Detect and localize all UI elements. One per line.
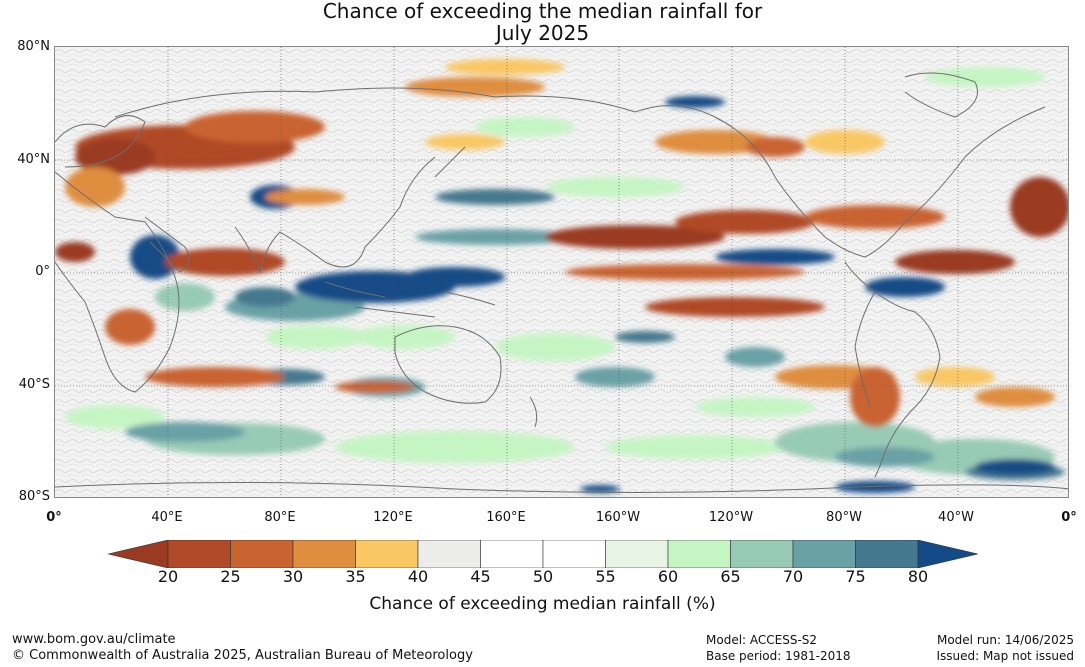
colorbar-segment	[667, 540, 731, 568]
colorbar-segment	[730, 540, 794, 568]
colorbar-segment	[542, 540, 606, 568]
colorbar-segment	[855, 540, 919, 568]
lon-label-0-right: 0°	[1061, 510, 1077, 525]
map-title-line-1: Chance of exceeding the median rainfall …	[322, 0, 763, 23]
model-run-date: Model run: 14/06/2025	[936, 633, 1074, 647]
lat-label-80s: 80°S	[18, 489, 50, 504]
colorbar-tick-label: 30	[282, 567, 304, 586]
colorbar-tick-label: 75	[845, 567, 866, 586]
lon-label-120w: 120°W	[708, 510, 754, 525]
colorbar-segment	[605, 540, 669, 568]
colorbar-tick-label: 60	[657, 567, 679, 586]
colorbar-tick-label: 55	[595, 567, 616, 586]
colorbar-title: Chance of exceeding median rainfall (%)	[369, 594, 716, 614]
colorbar-tick-label: 70	[782, 567, 804, 586]
lat-label-40n: 40°N	[17, 152, 50, 167]
lon-label-120e: 120°E	[373, 510, 413, 525]
colorbar-segment	[417, 540, 481, 568]
lat-label-40s: 40°S	[18, 377, 50, 392]
colorbar-tick-label: 65	[720, 567, 741, 586]
map-svg	[55, 47, 1068, 497]
colorbar-segment	[230, 540, 294, 568]
lat-label-equator: 0°	[35, 264, 50, 279]
model-name: Model: ACCESS-S2	[706, 633, 818, 647]
coastlines	[55, 72, 1068, 494]
colorbar-tick-label: 45	[470, 567, 491, 586]
base-period: Base period: 1981-2018	[706, 649, 851, 663]
lon-label-0-left: 0°	[46, 510, 62, 525]
issued-status: Issued: Map not issued	[936, 649, 1074, 663]
colorbar-segment	[480, 540, 544, 568]
colorbar-segment	[792, 540, 856, 568]
copyright-text: © Commonwealth of Australia 2025, Austra…	[12, 648, 473, 663]
lon-label-40e: 40°E	[151, 510, 183, 525]
lon-label-160w: 160°W	[595, 510, 641, 525]
colorbar-tick-label: 25	[220, 567, 241, 586]
map-title-line-2: July 2025	[495, 21, 590, 45]
lon-label-160e: 160°E	[486, 510, 526, 525]
graticule	[55, 47, 1068, 497]
colorbar-tick-label: 50	[532, 567, 554, 586]
colorbar	[108, 540, 978, 568]
lon-label-80e: 80°E	[264, 510, 296, 525]
website-link[interactable]: www.bom.gov.au/climate	[12, 632, 176, 647]
lon-label-40w: 40°W	[938, 510, 974, 525]
colorbar-tick-label: 35	[345, 567, 366, 586]
colorbar-extend-high	[917, 540, 978, 568]
colorbar-extend-low	[108, 540, 169, 568]
colorbar-tick-label: 40	[407, 567, 429, 586]
colorbar-segment	[292, 540, 356, 568]
colorbar-segments	[108, 540, 978, 568]
colorbar-tick-label: 80	[907, 567, 929, 586]
rainfall-probability-map	[54, 46, 1069, 498]
lat-label-80n: 80°N	[17, 39, 50, 54]
rainfall-anomaly-patches	[55, 59, 1068, 493]
colorbar-segment	[167, 540, 231, 568]
lon-label-80w: 80°W	[826, 510, 862, 525]
colorbar-tick-label: 20	[157, 567, 179, 586]
colorbar-segment	[355, 540, 419, 568]
